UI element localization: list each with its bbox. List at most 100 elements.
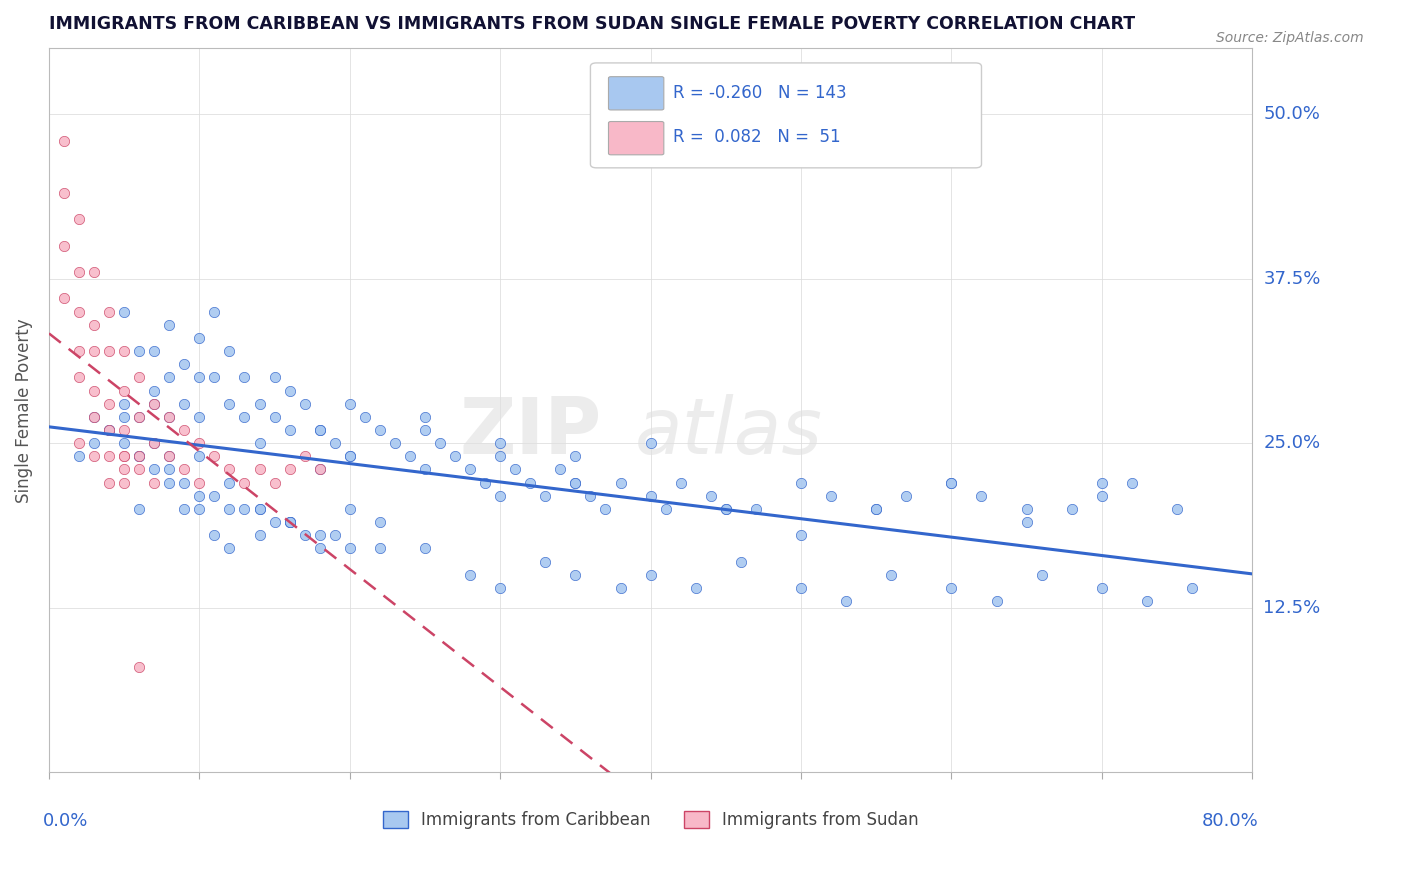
Point xyxy=(579,489,602,503)
Point xyxy=(896,489,918,503)
Point xyxy=(188,502,211,516)
Point xyxy=(1091,581,1114,595)
Point xyxy=(204,528,226,542)
Point xyxy=(143,344,166,359)
Point xyxy=(83,409,105,424)
Point xyxy=(278,384,301,398)
Point xyxy=(263,475,285,490)
Point xyxy=(53,292,76,306)
Point xyxy=(278,462,301,476)
Point xyxy=(112,475,135,490)
Point xyxy=(1015,502,1038,516)
Point xyxy=(143,436,166,450)
Point xyxy=(685,581,707,595)
Point xyxy=(157,318,180,332)
Point xyxy=(714,502,737,516)
Point xyxy=(143,397,166,411)
Point xyxy=(308,528,330,542)
Point xyxy=(564,567,586,582)
Point xyxy=(112,436,135,450)
Point xyxy=(143,475,166,490)
Point xyxy=(444,450,467,464)
Point xyxy=(368,515,391,529)
Point xyxy=(941,581,963,595)
Point xyxy=(308,423,330,437)
Point xyxy=(458,462,481,476)
Point xyxy=(218,462,240,476)
Point xyxy=(1031,567,1053,582)
Point xyxy=(112,462,135,476)
Point xyxy=(98,450,121,464)
Point xyxy=(112,409,135,424)
Point xyxy=(1091,475,1114,490)
Point xyxy=(489,436,512,450)
Point xyxy=(98,304,121,318)
Point xyxy=(188,489,211,503)
Point xyxy=(308,541,330,556)
Point xyxy=(249,397,271,411)
Point xyxy=(112,344,135,359)
Point xyxy=(98,344,121,359)
Text: R = -0.260   N = 143: R = -0.260 N = 143 xyxy=(673,84,846,102)
Point xyxy=(204,489,226,503)
Y-axis label: Single Female Poverty: Single Female Poverty xyxy=(15,318,32,502)
Point xyxy=(112,397,135,411)
Text: ZIP: ZIP xyxy=(460,394,602,470)
Point xyxy=(730,555,752,569)
Point xyxy=(157,475,180,490)
Point xyxy=(399,450,422,464)
Point xyxy=(714,502,737,516)
Point xyxy=(53,186,76,201)
Point xyxy=(188,436,211,450)
Point xyxy=(263,409,285,424)
Text: 80.0%: 80.0% xyxy=(1202,812,1258,830)
Point xyxy=(609,475,631,490)
Point xyxy=(157,370,180,384)
Point xyxy=(67,450,90,464)
Point xyxy=(790,528,813,542)
Point xyxy=(249,502,271,516)
Point xyxy=(970,489,993,503)
Point xyxy=(609,581,631,595)
Point xyxy=(128,450,150,464)
Point xyxy=(67,265,90,279)
Text: 50.0%: 50.0% xyxy=(1264,105,1320,123)
Point xyxy=(669,475,692,490)
Text: 37.5%: 37.5% xyxy=(1264,269,1320,288)
Point xyxy=(98,423,121,437)
Point xyxy=(323,528,346,542)
Point xyxy=(474,475,496,490)
Point xyxy=(308,462,330,476)
Point xyxy=(323,436,346,450)
Point xyxy=(700,489,723,503)
Point xyxy=(83,318,105,332)
Point xyxy=(413,423,436,437)
Point xyxy=(143,436,166,450)
Point xyxy=(173,502,195,516)
Point xyxy=(67,212,90,227)
Point xyxy=(745,502,768,516)
Point xyxy=(188,370,211,384)
Point xyxy=(1060,502,1083,516)
Point xyxy=(654,502,676,516)
Point xyxy=(188,450,211,464)
Point xyxy=(112,450,135,464)
Point xyxy=(218,541,240,556)
Point xyxy=(157,409,180,424)
Point xyxy=(128,344,150,359)
Point xyxy=(790,581,813,595)
Point xyxy=(173,397,195,411)
Point xyxy=(188,475,211,490)
Point xyxy=(278,423,301,437)
Point xyxy=(308,462,330,476)
Text: 25.0%: 25.0% xyxy=(1264,434,1320,452)
Point xyxy=(640,489,662,503)
Point xyxy=(143,462,166,476)
Point xyxy=(640,567,662,582)
Point xyxy=(353,409,375,424)
Point xyxy=(263,515,285,529)
Point xyxy=(249,462,271,476)
Point xyxy=(98,397,121,411)
Point xyxy=(67,344,90,359)
Point xyxy=(112,450,135,464)
